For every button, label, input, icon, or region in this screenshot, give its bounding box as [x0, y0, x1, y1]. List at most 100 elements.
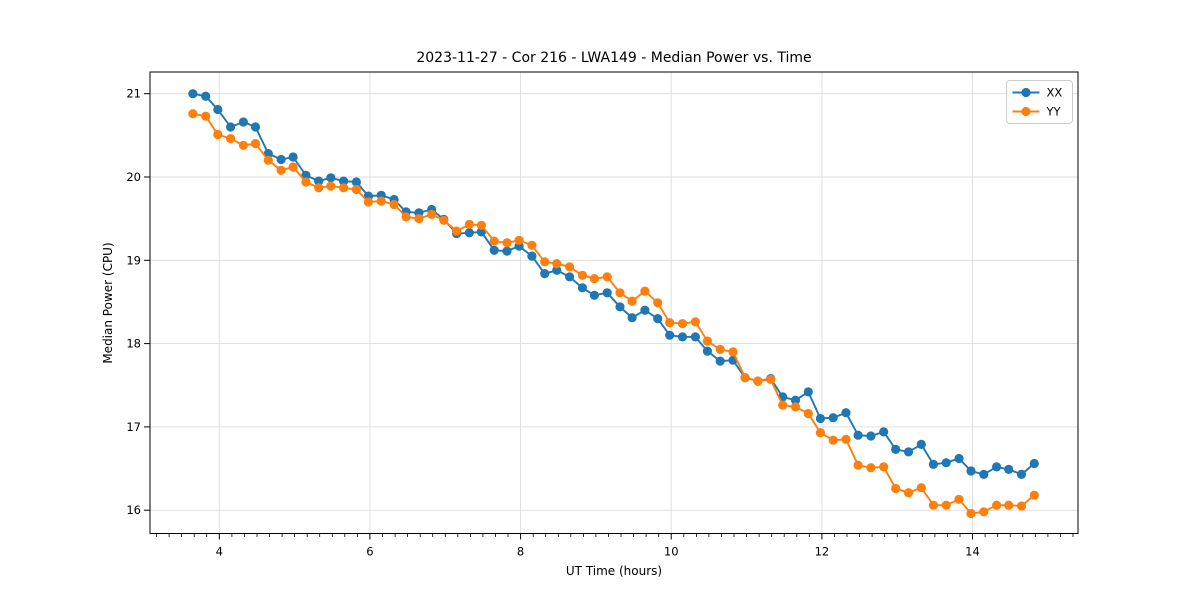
data-point-XX — [502, 246, 512, 256]
data-point-YY — [803, 408, 813, 419]
data-point-YY — [589, 274, 600, 284]
data-point-YY — [979, 507, 989, 517]
data-point-XX — [841, 408, 851, 418]
data-point-YY — [414, 214, 424, 224]
tick-layer: 4 6 8 10 12 14 16 17 18 19 20 21 — [126, 87, 1074, 559]
data-point-XX — [928, 459, 939, 469]
y-tick-label: 17 — [126, 420, 141, 434]
data-point-XX — [627, 313, 637, 323]
legend: XX YY — [1006, 80, 1073, 124]
data-point-YY — [527, 240, 537, 250]
data-point-XX — [903, 447, 914, 457]
data-point-YY — [263, 155, 273, 165]
y-axis-label: Median Power (CPU) — [101, 242, 115, 363]
data-point-YY — [476, 220, 486, 230]
data-point-YY — [728, 347, 738, 357]
data-point-XX — [1016, 469, 1027, 479]
data-point-XX — [665, 330, 675, 340]
data-point-XX — [552, 265, 562, 275]
data-point-XX — [276, 154, 286, 165]
legend-box — [1006, 80, 1073, 124]
data-point-YY — [502, 238, 512, 248]
data-point-YY — [766, 374, 776, 384]
data-point-YY — [363, 197, 373, 207]
data-point-YY — [640, 286, 650, 296]
data-point-YY — [351, 184, 361, 195]
data-point-XX — [954, 453, 964, 464]
data-point-XX — [828, 413, 838, 423]
data-point-XX — [464, 228, 474, 238]
data-point-YY — [916, 483, 926, 493]
data-point-XX — [188, 89, 198, 99]
data-point-YY — [778, 400, 788, 410]
data-point-YY — [250, 139, 261, 149]
data-point-XX — [966, 466, 976, 476]
data-point-YY — [339, 183, 349, 193]
data-point-YY — [753, 376, 763, 386]
x-tick-label: 4 — [216, 545, 223, 559]
data-point-YY — [715, 344, 725, 354]
data-point-YY — [452, 226, 462, 236]
data-point-YY — [879, 462, 889, 472]
data-point-XX — [577, 283, 588, 293]
data-point-XX — [1004, 464, 1014, 474]
data-point-YY — [314, 183, 324, 193]
data-point-XX — [702, 346, 713, 356]
x-tick-label: 12 — [815, 545, 830, 559]
legend-label: YY — [1046, 105, 1062, 119]
data-point-XX — [941, 458, 951, 468]
data-point-XX — [565, 272, 575, 282]
data-point-YY — [326, 181, 336, 191]
data-point-XX — [213, 104, 223, 115]
data-point-YY — [552, 259, 562, 269]
y-tick-label: 21 — [126, 87, 141, 101]
data-point-YY — [565, 262, 575, 272]
data-point-XX — [979, 469, 989, 479]
data-point-YY — [928, 500, 939, 510]
data-point-YY — [602, 272, 612, 282]
y-tick-label: 20 — [126, 170, 141, 184]
legend-marker-XX — [1021, 87, 1031, 98]
data-point-XX — [238, 117, 248, 127]
data-point-YY — [740, 373, 750, 383]
data-point-YY — [903, 488, 914, 498]
data-point-YY — [464, 219, 474, 229]
data-point-YY — [226, 134, 236, 144]
data-point-XX — [314, 176, 324, 186]
data-point-XX — [589, 290, 600, 300]
data-point-YY — [954, 494, 964, 504]
data-point-YY — [677, 319, 688, 329]
data-point-YY — [213, 129, 223, 140]
data-point-XX — [226, 122, 236, 132]
data-point-YY — [841, 434, 851, 444]
data-point-XX — [715, 356, 725, 366]
data-point-XX — [891, 444, 901, 454]
data-point-YY — [238, 140, 248, 150]
legend-marker-YY — [1021, 106, 1031, 117]
data-point-YY — [866, 463, 876, 473]
data-point-XX — [615, 302, 625, 312]
plot-border — [149, 71, 1079, 534]
data-point-YY — [853, 460, 863, 470]
data-point-YY — [966, 508, 976, 519]
data-point-XX — [602, 288, 612, 298]
data-point-YY — [427, 209, 437, 219]
data-point-YY — [1016, 501, 1027, 511]
data-point-YY — [828, 435, 838, 445]
data-point-YY — [577, 270, 588, 280]
x-tick-label: 6 — [366, 545, 373, 559]
data-point-YY — [276, 165, 286, 175]
series-layer — [188, 89, 1039, 519]
data-point-XX — [339, 176, 349, 186]
data-point-XX — [540, 269, 550, 279]
data-point-YY — [690, 317, 701, 327]
data-point-YY — [376, 196, 386, 206]
x-tick-label: 8 — [517, 545, 524, 559]
data-point-YY — [1004, 500, 1014, 510]
data-point-YY — [489, 236, 499, 246]
data-point-XX — [351, 177, 361, 187]
data-point-YY — [615, 288, 625, 298]
data-point-YY — [941, 500, 951, 510]
